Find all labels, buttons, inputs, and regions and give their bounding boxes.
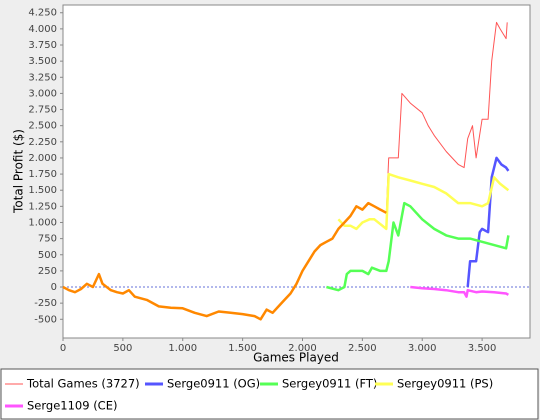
y-tick-label: 750	[38, 234, 57, 245]
y-tick-label: 1.750	[28, 169, 57, 180]
series-line	[62, 201, 387, 321]
y-tick-label: 3.500	[28, 56, 57, 67]
x-tick-label: 500	[113, 343, 132, 354]
y-tick-label: 1.250	[28, 201, 57, 212]
y-tick-label: 3.250	[28, 72, 57, 83]
y-tick-label: 3.750	[28, 40, 57, 51]
series-line	[466, 156, 510, 288]
plot-area	[62, 4, 531, 339]
y-tick-label: 2.250	[28, 137, 57, 148]
legend-label: Serge1109 (CE)	[27, 399, 117, 413]
x-tick-label: 3.500	[468, 343, 497, 354]
y-tick-label: 500	[38, 250, 57, 261]
legend-label: Sergey0911 (PS)	[397, 377, 493, 391]
y-axis-title: Total Profit ($)	[12, 129, 26, 214]
x-tick-label: 1.000	[168, 343, 197, 354]
y-tick-label: 0	[51, 282, 57, 293]
series-line	[326, 201, 510, 292]
y-tick-label: 1.000	[28, 217, 57, 228]
x-tick-label: 2.000	[288, 343, 317, 354]
y-tick-label: 3.000	[28, 88, 57, 99]
legend	[0, 368, 539, 420]
y-tick-label: 2.000	[28, 153, 57, 164]
x-axis-title: Games Played	[253, 351, 339, 365]
y-tick-label: 4.000	[28, 24, 57, 35]
series-line	[410, 285, 510, 298]
series-line	[337, 172, 510, 231]
y-tick-label: -250	[34, 298, 57, 309]
y-tick-label: 2.500	[28, 121, 57, 132]
y-tick-label: -500	[34, 314, 57, 325]
x-tick-label: 3.000	[408, 343, 437, 354]
legend-label: Sergey0911 (FT)	[282, 377, 377, 391]
y-tick-label: 4.250	[28, 8, 57, 19]
legend-label: Total Games (3727)	[26, 377, 140, 391]
legend-label: Serge0911 (OG)	[167, 377, 260, 391]
x-tick-label: 2.500	[348, 343, 377, 354]
y-tick-label: 1.500	[28, 185, 57, 196]
y-tick-label: 250	[38, 266, 57, 277]
x-tick-label: 0	[60, 343, 66, 354]
x-tick-label: 1.500	[228, 343, 257, 354]
y-tick-label: 2.750	[28, 105, 57, 116]
